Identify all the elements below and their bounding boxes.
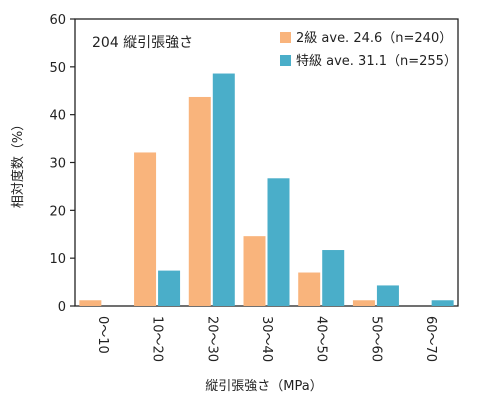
legend-label-tokkyu: 特級 ave. 31.1（n=255） [296,54,457,69]
y-tick-label: 50 [49,61,66,76]
bar-2kyu-4 [298,272,321,306]
bar-2kyu-2 [188,96,211,307]
y-tick-label: 0 [58,300,66,315]
chart-title: 204 縦引張強さ [92,35,193,51]
bar-tokkyu-2 [212,73,235,306]
bar-2kyu-3 [243,236,266,306]
legend-label-2kyu: 2級 ave. 24.6（n=240） [296,31,452,46]
bar-tokkyu-1 [158,270,181,306]
y-tick-label: 20 [49,204,66,219]
x-tick-label: 0～10 [95,316,110,354]
y-tick-label: 60 [49,13,66,28]
bar-tokkyu-3 [267,178,290,306]
bar-tokkyu-4 [322,250,345,306]
x-tick-label: 20～30 [204,316,219,362]
legend-swatch-2kyu [280,32,291,43]
y-tick-label: 40 [49,109,66,124]
y-tick-label: 10 [49,252,66,267]
y-tick-label: 30 [49,157,66,172]
x-tick-label: 30～40 [259,316,274,362]
x-tick-label: 60～70 [423,316,438,362]
x-axis-label: 縦引張強さ（MPa） [205,379,322,394]
bar-2kyu-5 [352,300,375,306]
y-axis-label: 相対度数（%） [10,118,26,208]
bar-tokkyu-6 [431,300,454,306]
legend-swatch-tokkyu [280,55,291,66]
bar-tokkyu-5 [376,285,399,306]
bar-2kyu-1 [134,152,157,306]
x-tick-label: 50～60 [368,316,383,362]
bar-2kyu-0 [79,300,102,306]
legend: 2級 ave. 24.6（n=240） 特級 ave. 31.1（n=255） [280,31,457,69]
x-tick-label: 40～50 [314,316,329,362]
x-tick-label: 10～20 [150,316,165,362]
